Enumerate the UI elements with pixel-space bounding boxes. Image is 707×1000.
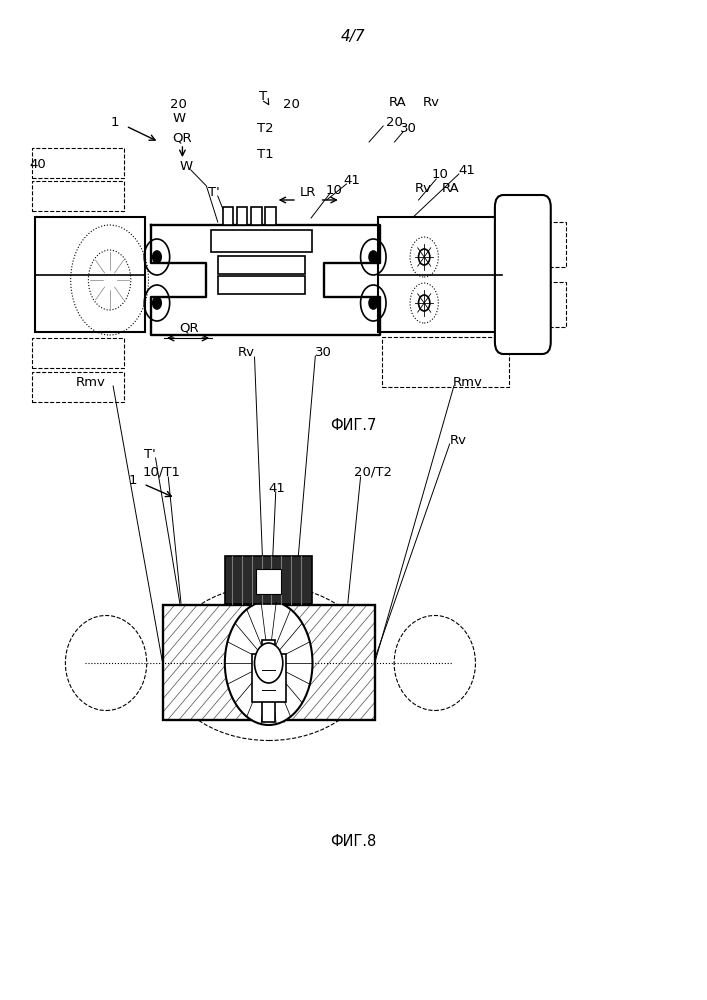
Bar — [262, 640, 275, 722]
Text: T2: T2 — [257, 121, 274, 134]
Text: 1: 1 — [129, 475, 137, 488]
Text: 10/T1: 10/T1 — [142, 466, 180, 479]
Text: 41: 41 — [269, 482, 286, 494]
Text: RA: RA — [442, 182, 460, 194]
Text: 20/T2: 20/T2 — [354, 466, 392, 479]
Text: 30: 30 — [400, 121, 417, 134]
Text: 20: 20 — [386, 115, 403, 128]
Bar — [218, 256, 305, 274]
Text: Rv: Rv — [450, 434, 467, 446]
Bar — [382, 337, 509, 387]
Bar — [225, 556, 312, 604]
Bar — [32, 338, 124, 368]
Text: RA: RA — [388, 96, 407, 108]
Text: 30: 30 — [315, 346, 332, 359]
Bar — [251, 207, 262, 225]
Text: W: W — [180, 159, 192, 172]
Text: ФИГ.8: ФИГ.8 — [330, 834, 377, 850]
Text: 10: 10 — [325, 184, 342, 196]
Bar — [32, 372, 124, 402]
Text: Rv: Rv — [238, 346, 255, 359]
Bar — [32, 148, 124, 178]
Bar — [218, 276, 305, 294]
Bar — [35, 217, 145, 332]
Bar — [32, 181, 124, 211]
Text: Rmv: Rmv — [453, 375, 483, 388]
Circle shape — [369, 297, 378, 309]
Text: T': T' — [208, 186, 219, 198]
Bar — [256, 569, 281, 594]
Text: T1: T1 — [257, 148, 274, 161]
FancyBboxPatch shape — [495, 195, 551, 354]
Text: Rv: Rv — [423, 96, 440, 108]
Text: Rv: Rv — [414, 182, 431, 194]
Text: 40: 40 — [30, 157, 47, 170]
Bar — [211, 230, 312, 252]
Text: ФИГ.7: ФИГ.7 — [330, 418, 377, 432]
Circle shape — [225, 601, 312, 725]
Text: 10: 10 — [431, 168, 448, 182]
Text: 1: 1 — [111, 116, 119, 129]
Text: Rmv: Rmv — [76, 375, 105, 388]
Circle shape — [153, 297, 161, 309]
Bar — [265, 207, 276, 225]
Text: T': T' — [144, 448, 156, 460]
Text: QR: QR — [173, 131, 192, 144]
Bar — [223, 207, 233, 225]
Bar — [502, 222, 566, 267]
Text: 20: 20 — [283, 99, 300, 111]
Circle shape — [369, 251, 378, 263]
Text: LR: LR — [300, 186, 317, 198]
Bar — [378, 217, 502, 332]
Polygon shape — [151, 225, 380, 335]
Bar — [237, 207, 247, 225]
Text: T: T — [259, 91, 267, 104]
Circle shape — [255, 643, 283, 683]
Circle shape — [153, 251, 161, 263]
Bar — [252, 654, 286, 702]
Text: W: W — [173, 111, 185, 124]
Text: 41: 41 — [458, 163, 475, 176]
Text: 41: 41 — [343, 174, 360, 186]
Text: 20: 20 — [170, 99, 187, 111]
Text: 4/7: 4/7 — [341, 29, 366, 44]
Bar — [163, 605, 375, 720]
Bar — [502, 282, 566, 327]
Text: QR: QR — [180, 322, 199, 334]
